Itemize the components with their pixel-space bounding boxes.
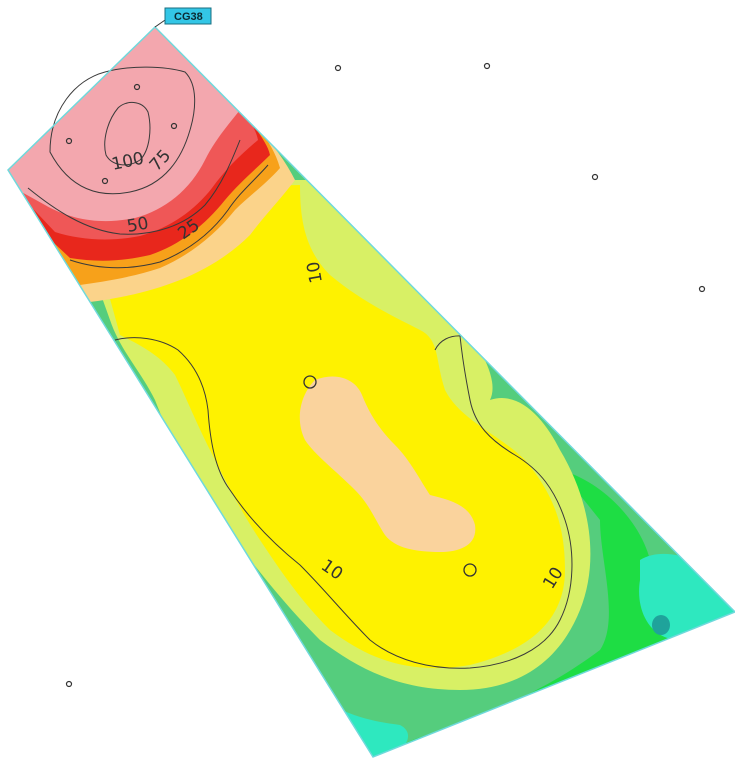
- sample-point[interactable]: [591, 173, 599, 181]
- sample-point[interactable]: [133, 83, 141, 91]
- sample-point[interactable]: [170, 122, 178, 130]
- contour-25: [69, 164, 269, 269]
- contour-50: [27, 139, 241, 235]
- sample-point[interactable]: [101, 177, 109, 185]
- sample-point[interactable]: [65, 680, 73, 688]
- field-tag[interactable]: CG38: [154, 7, 212, 28]
- contour-100: [104, 102, 151, 166]
- contour-lines: [27, 66, 573, 669]
- teal-spot: [652, 615, 670, 635]
- contour-10-left: [114, 335, 573, 669]
- sample-point[interactable]: [65, 137, 73, 145]
- contour-10-right: [434, 335, 463, 351]
- sample-point[interactable]: [483, 62, 491, 70]
- contour-min-marker-1: [303, 375, 317, 389]
- tag-box: [164, 7, 212, 25]
- sample-point[interactable]: [334, 64, 342, 72]
- contour-min-marker-2: [463, 563, 477, 577]
- sample-point[interactable]: [698, 285, 706, 293]
- contour-label-50: 50: [125, 213, 150, 236]
- field-boundary[interactable]: [7, 25, 735, 758]
- tag-label: CG38: [174, 11, 203, 23]
- contour-label-10-top: 10: [303, 260, 326, 285]
- band-peach: [299, 376, 476, 552]
- contour-75: [49, 66, 196, 195]
- sample-points: [65, 62, 706, 688]
